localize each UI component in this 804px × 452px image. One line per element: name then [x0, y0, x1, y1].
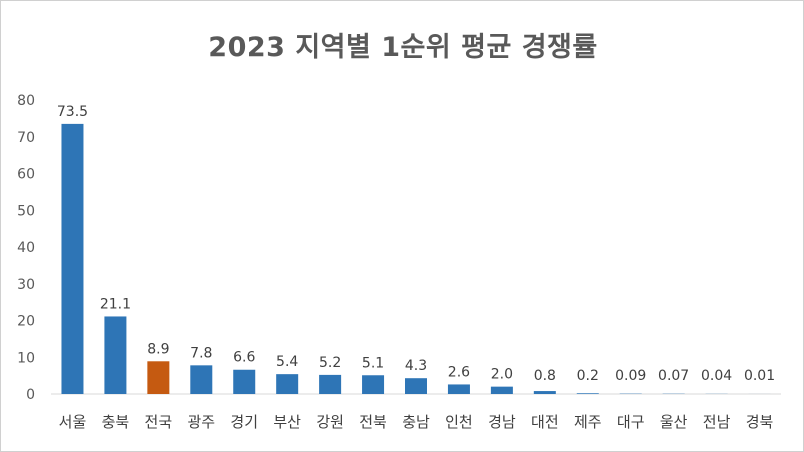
- category-label: 충남: [402, 413, 430, 431]
- y-tick-label: 40: [17, 240, 35, 256]
- category-label: 충북: [102, 413, 130, 431]
- category-label: 대구: [617, 413, 645, 431]
- bar-11: [490, 386, 513, 394]
- bar-12: [533, 391, 556, 394]
- data-label: 0.04: [701, 368, 732, 384]
- data-label: 0.8: [534, 368, 556, 384]
- bar-1: [61, 123, 84, 394]
- y-tick-label: 30: [17, 277, 35, 293]
- data-label: 4.3: [405, 358, 427, 374]
- category-label: 울산: [660, 413, 688, 431]
- data-label: 5.2: [319, 355, 341, 371]
- bar-3: [147, 361, 170, 394]
- bar-4: [190, 365, 213, 394]
- category-label: 전북: [359, 413, 387, 431]
- data-label: 0.07: [658, 368, 689, 384]
- category-label: 인천: [445, 413, 473, 431]
- bar-6: [276, 374, 299, 394]
- category-label: 경남: [488, 413, 516, 431]
- chart-title: 2023 지역별 1순위 평균 경쟁률: [208, 32, 598, 63]
- category-label: 강원: [316, 413, 344, 431]
- data-label: 0.2: [577, 368, 599, 384]
- data-label: 21.1: [100, 296, 131, 312]
- data-label: 5.4: [276, 354, 298, 370]
- category-label: 경기: [230, 413, 258, 431]
- bar-7: [319, 374, 342, 394]
- bars-group: [61, 123, 771, 394]
- data-label: 7.8: [190, 345, 212, 361]
- bar-2: [104, 316, 127, 394]
- y-tick-label: 20: [17, 314, 35, 330]
- category-label: 경북: [746, 413, 774, 431]
- bar-8: [362, 375, 385, 394]
- y-tick-label: 70: [17, 130, 35, 146]
- category-label: 부산: [273, 413, 301, 431]
- data-labels-group: 73.5 21.1 8.9 7.8 6.6 5.4 5.2 5.1 4.3 2.6 2.0 0.8 0.…: [57, 104, 775, 384]
- category-label: 광주: [187, 413, 215, 431]
- y-tick-label: 50: [17, 203, 35, 219]
- data-label: 5.1: [362, 355, 384, 371]
- data-label: 73.5: [57, 104, 88, 120]
- data-label: 8.9: [147, 341, 169, 357]
- y-tick-label: 60: [17, 167, 35, 183]
- category-label: 전국: [145, 413, 173, 431]
- category-label: 전남: [703, 413, 731, 431]
- data-label: 2.0: [491, 367, 513, 383]
- y-tick-label: 80: [17, 93, 35, 109]
- bar-9: [405, 378, 427, 394]
- bar-5: [233, 369, 256, 394]
- category-label: 서울: [59, 413, 87, 431]
- y-tick-label: 0: [26, 387, 35, 403]
- category-label: 제주: [574, 413, 602, 431]
- bar-10: [447, 384, 470, 394]
- y-tick-label: 10: [17, 350, 35, 366]
- data-label: 2.6: [448, 364, 470, 380]
- category-labels-group: 서울 충북 전국 광주 경기 부산 강원 전북 충남 인천 경남 대전 제주 대구 울산 전남 경북: [59, 413, 774, 431]
- bar-13: [576, 393, 599, 394]
- data-label: 0.01: [744, 368, 775, 384]
- category-label: 대전: [531, 413, 559, 431]
- data-label: 0.09: [615, 368, 646, 384]
- y-axis-ticks: 0 10 20 30 40 50 60 70 80: [17, 93, 35, 403]
- data-label: 6.6: [233, 350, 255, 366]
